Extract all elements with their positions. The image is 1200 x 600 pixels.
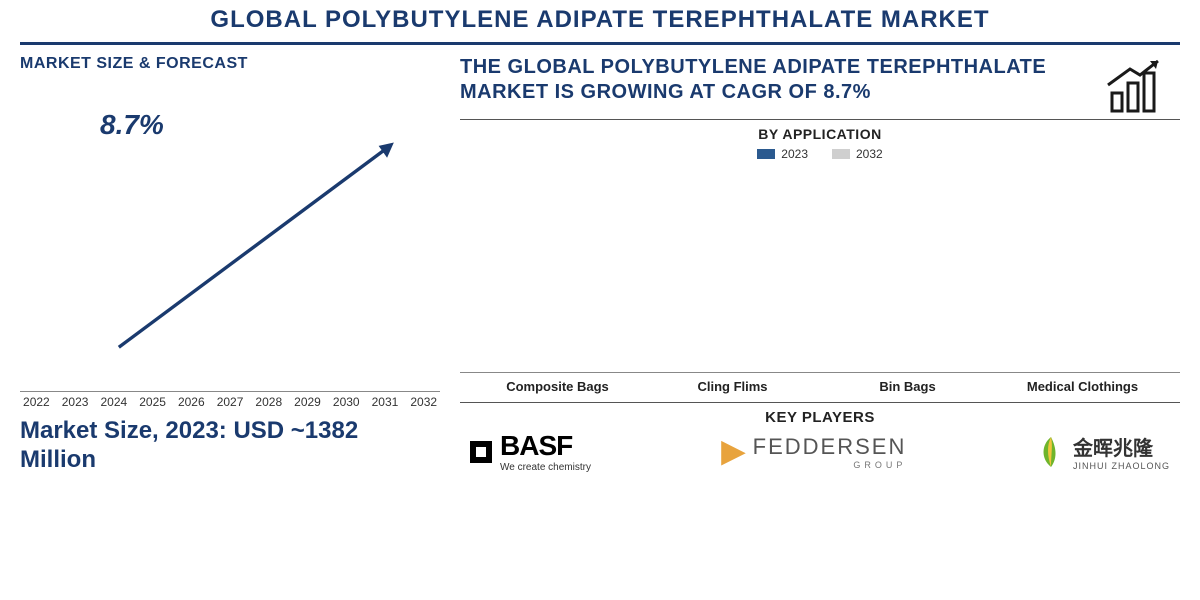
year-label: 2025 [136,392,169,409]
legend-label: 2032 [856,147,883,161]
left-column: MARKET SIZE & FORECAST 8.7% 202220232024… [20,55,440,475]
forecast-x-axis: 2022 2023 2024 2025 2026 2027 2028 2029 2030 2031… [20,391,440,409]
growth-chart-icon [1100,55,1170,115]
key-players-logos: BASF We create chemistry ▶ FEDDERSEN GRO… [460,426,1180,473]
chart-legend: 2023 2032 [460,147,1180,161]
basf-square-icon [470,441,492,463]
jinhui-leaf-icon [1037,435,1065,469]
year-label: 2022 [20,392,53,409]
feddersen-chevron-icon: ▶ [722,443,745,461]
basf-tagline: We create chemistry [500,462,591,473]
year-label: 2026 [175,392,208,409]
category-label: Composite Bags [493,379,623,394]
application-x-labels: Composite Bags Cling Flims Bin Bags Medical… [460,373,1180,402]
year-label: 2029 [291,392,324,409]
legend-label: 2023 [781,147,808,161]
legend-item-2023: 2023 [757,147,808,161]
content: MARKET SIZE & FORECAST 8.7% 202220232024… [0,45,1200,475]
year-label: 2032 [407,392,440,409]
legend-swatch-icon [832,149,850,159]
right-column: THE GLOBAL POLYBUTYLENE ADIPATE TEREPHTH… [460,55,1180,475]
category-label: Medical Clothings [1018,379,1148,394]
basf-logo: BASF We create chemistry [470,430,591,473]
page-title: GLOBAL POLYBUTYLENE ADIPATE TEREPHTHALAT… [20,6,1180,34]
legend-item-2032: 2032 [832,147,883,161]
year-label: 2030 [330,392,363,409]
year-label: 2028 [252,392,285,409]
year-label: 2031 [369,392,402,409]
headline: THE GLOBAL POLYBUTYLENE ADIPATE TEREPHTH… [460,55,1180,105]
forecast-section-label: MARKET SIZE & FORECAST [20,55,440,73]
jinhui-sub: JINHUI ZHAOLONG [1073,461,1170,471]
year-label: 2024 [97,392,130,409]
key-players-label: KEY PLAYERS [460,409,1180,426]
category-label: Cling Flims [668,379,798,394]
application-chart-title: BY APPLICATION [460,126,1180,142]
category-label: Bin Bags [843,379,973,394]
feddersen-name: FEDDERSEN [753,434,907,460]
application-chart: BY APPLICATION 2023 2032 Composite BagsC… [460,119,1180,403]
forecast-chart: 8.7% 20222023202420252026202720282029203… [20,79,440,409]
basf-name: BASF [500,430,591,462]
year-label: 2023 [59,392,92,409]
feddersen-sub: GROUP [753,460,907,470]
legend-swatch-icon [757,149,775,159]
jinhui-logo: 金晖兆隆 JINHUI ZHAOLONG [1037,432,1170,471]
feddersen-logo: ▶ FEDDERSEN GROUP [722,434,907,470]
title-bar: GLOBAL POLYBUTYLENE ADIPATE TEREPHTHALAT… [20,0,1180,45]
year-label: 2027 [214,392,247,409]
jinhui-name: 金晖兆隆 [1073,432,1170,461]
market-size-text: Market Size, 2023: USD ~1382 Million [20,417,440,475]
